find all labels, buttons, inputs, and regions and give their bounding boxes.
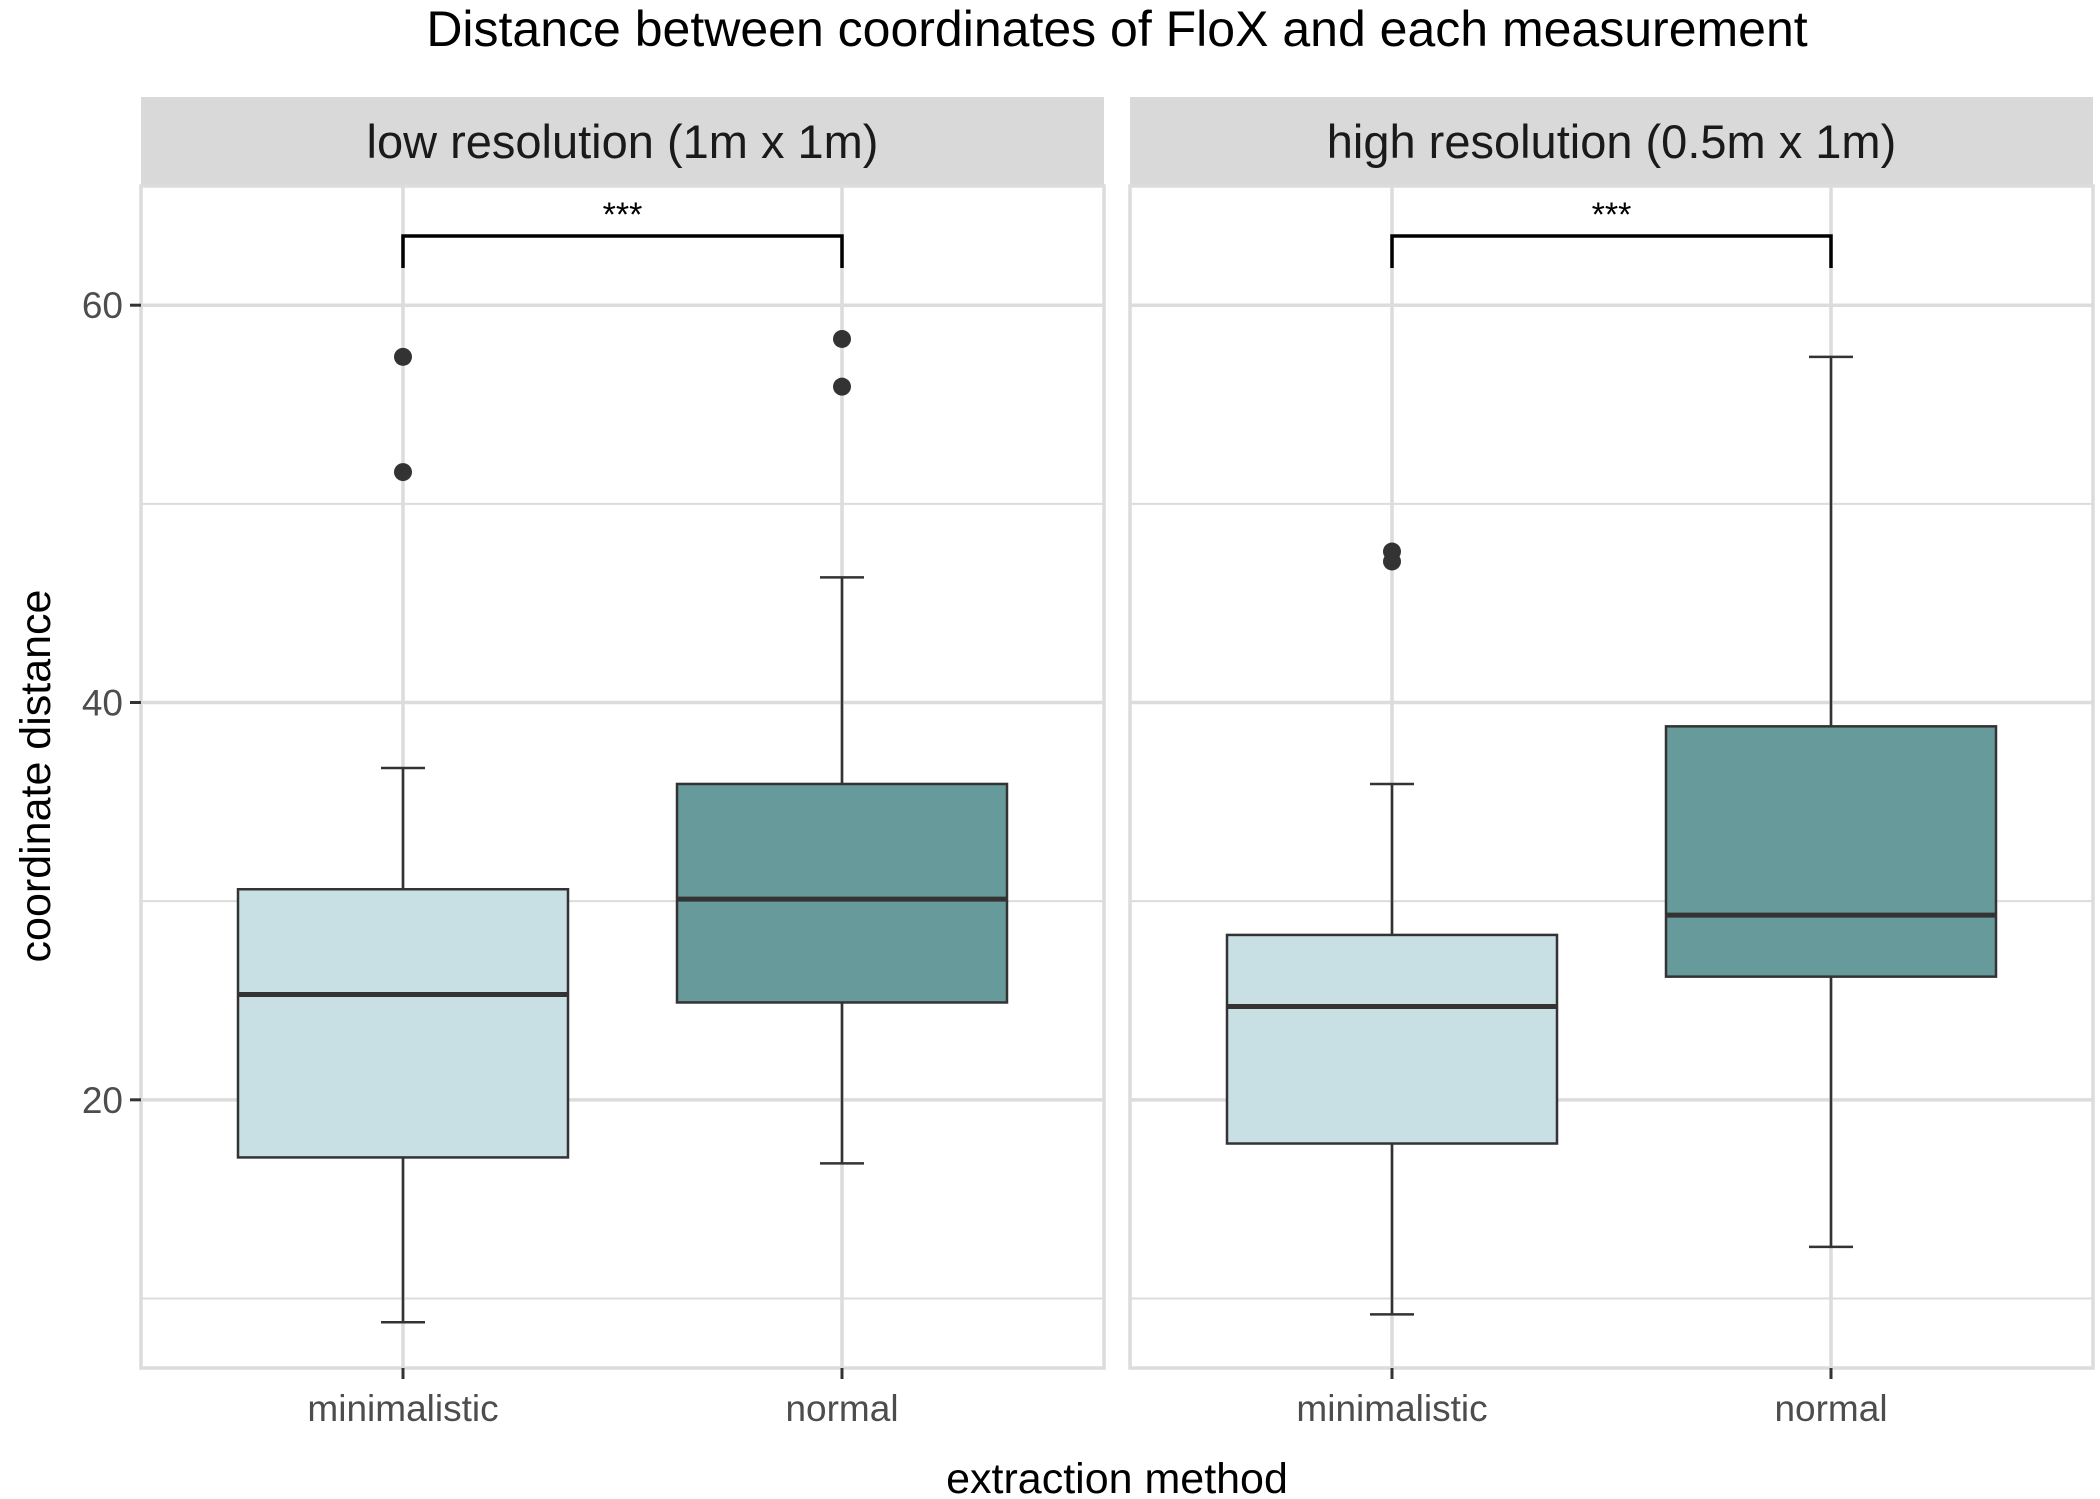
panel-border <box>1128 184 2095 1370</box>
box-iqr <box>1664 725 1998 978</box>
significance-label: *** <box>1592 196 1632 234</box>
x-tick-label: normal <box>785 1388 898 1429</box>
panels: low resolution (1m x 1m) *** minimalistic n… <box>139 97 2095 1429</box>
box-iqr <box>236 887 570 1159</box>
outlier-point <box>833 377 851 396</box>
x-axis-title: extraction method <box>946 1455 1288 1499</box>
panel-border <box>139 184 1106 1370</box>
significance-bracket <box>1390 234 1833 268</box>
outlier-point <box>394 347 412 366</box>
y-axis: 20 40 60 <box>82 285 141 1121</box>
y-tick-label: 60 <box>82 285 123 326</box>
outlier-point <box>1383 542 1401 561</box>
x-tick-label: minimalistic <box>307 1388 498 1429</box>
x-tick-label: minimalistic <box>1296 1388 1487 1429</box>
panel-strip-label: low resolution (1m x 1m) <box>367 115 879 168</box>
box-normal <box>1664 355 1998 1249</box>
box-iqr <box>675 782 1009 1004</box>
outlier-point <box>833 329 851 348</box>
panel-2: high resolution (0.5m x 1m) *** minimalist… <box>1128 97 2095 1429</box>
y-axis-title: coordinate distance <box>12 590 60 963</box>
box-minimalistic <box>1225 542 1559 1316</box>
y-tick-label: 20 <box>82 1080 123 1121</box>
outlier-point <box>394 463 412 482</box>
box-minimalistic <box>236 347 570 1324</box>
x-tick-label: normal <box>1774 1388 1887 1429</box>
panel-strip <box>141 97 1104 186</box>
box-normal <box>675 329 1009 1165</box>
y-tick-label: 40 <box>82 683 123 724</box>
panel-1: low resolution (1m x 1m) *** minimalistic n… <box>139 97 1106 1429</box>
significance-bracket <box>401 234 844 268</box>
chart-title: Distance between coordinates of FloX and… <box>426 1 1807 57</box>
significance-label: *** <box>603 196 643 234</box>
panel-strip <box>1130 97 2093 186</box>
panel-strip-label: high resolution (0.5m x 1m) <box>1327 115 1896 168</box>
box-iqr <box>1225 933 1559 1145</box>
